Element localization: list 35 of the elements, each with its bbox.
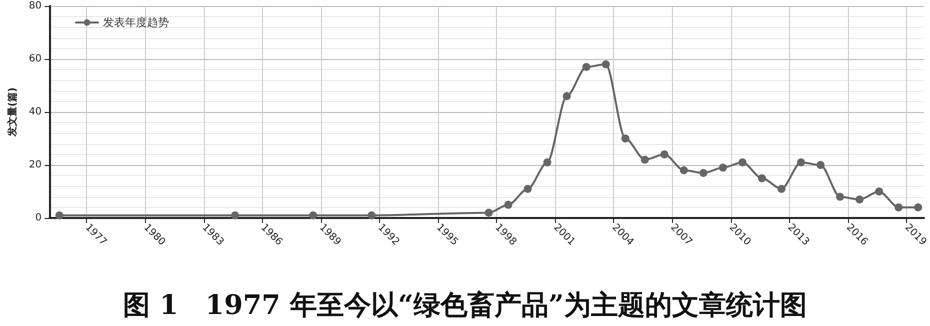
point: [368, 211, 376, 220]
point: [602, 60, 610, 68]
point: [797, 158, 806, 166]
y-tick-label: 60: [28, 54, 42, 64]
point: [836, 192, 844, 201]
point: [231, 211, 240, 220]
point: [582, 62, 590, 71]
y-axis-title: 发文量(篇): [6, 87, 18, 138]
point: [660, 150, 668, 158]
y-tick-label: 20: [28, 160, 42, 170]
point: [778, 184, 786, 193]
point: [524, 184, 532, 193]
point: [640, 156, 649, 164]
point: [309, 211, 318, 220]
point: [699, 168, 708, 177]
point: [543, 158, 552, 166]
point: [621, 134, 630, 142]
point: [55, 211, 64, 220]
point: [914, 203, 922, 212]
legend-label: 发表年度趋势: [103, 16, 169, 29]
point: [856, 195, 864, 204]
point: [816, 161, 825, 169]
y-tick-label: 80: [28, 0, 42, 12]
point: [504, 200, 512, 209]
y-tick-label: 0: [35, 212, 42, 224]
point: [738, 158, 746, 166]
point: [894, 203, 903, 212]
point: [484, 208, 493, 217]
point: [758, 174, 766, 182]
y-tick-label: 40: [28, 106, 42, 118]
text: 图 1 1977 年至今以“绿色畜产品”为主题的文章统计图: [123, 290, 807, 321]
point: [562, 92, 571, 100]
point: [718, 164, 727, 172]
point: [680, 166, 688, 174]
point: [875, 188, 884, 196]
